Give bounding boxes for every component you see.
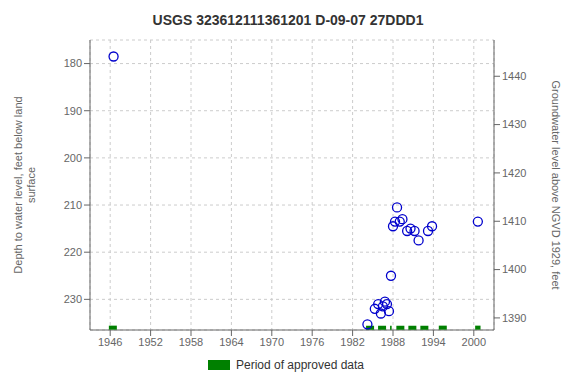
svg-text:Depth to water level, feet bel: Depth to water level, feet below landsur…	[12, 96, 37, 273]
svg-text:210: 210	[64, 199, 82, 211]
svg-text:1440: 1440	[502, 70, 526, 82]
svg-text:1420: 1420	[502, 167, 526, 179]
svg-text:1964: 1964	[219, 336, 243, 348]
svg-text:180: 180	[64, 57, 82, 69]
svg-text:1994: 1994	[421, 336, 445, 348]
svg-text:Groundwater level above NGVD 1: Groundwater level above NGVD 1929, feet	[550, 80, 562, 289]
svg-text:1430: 1430	[502, 118, 526, 130]
svg-text:1946: 1946	[98, 336, 122, 348]
svg-text:1958: 1958	[179, 336, 203, 348]
svg-text:2000: 2000	[462, 336, 486, 348]
svg-text:1390: 1390	[502, 312, 526, 324]
svg-text:230: 230	[64, 293, 82, 305]
svg-text:1952: 1952	[138, 336, 162, 348]
svg-text:1982: 1982	[340, 336, 364, 348]
svg-text:220: 220	[64, 246, 82, 258]
svg-text:190: 190	[64, 105, 82, 117]
svg-text:1970: 1970	[260, 336, 284, 348]
svg-text:200: 200	[64, 152, 82, 164]
svg-text:1976: 1976	[300, 336, 324, 348]
svg-text:1410: 1410	[502, 215, 526, 227]
svg-text:1988: 1988	[381, 336, 405, 348]
html-text:USGS 323612111361201 D-09-07 2: USGS 323612111361201 D-09-07 27DDD1	[152, 12, 424, 28]
svg-text:1400: 1400	[502, 263, 526, 275]
html-text:Period of approved data: Period of approved data	[236, 358, 364, 372]
